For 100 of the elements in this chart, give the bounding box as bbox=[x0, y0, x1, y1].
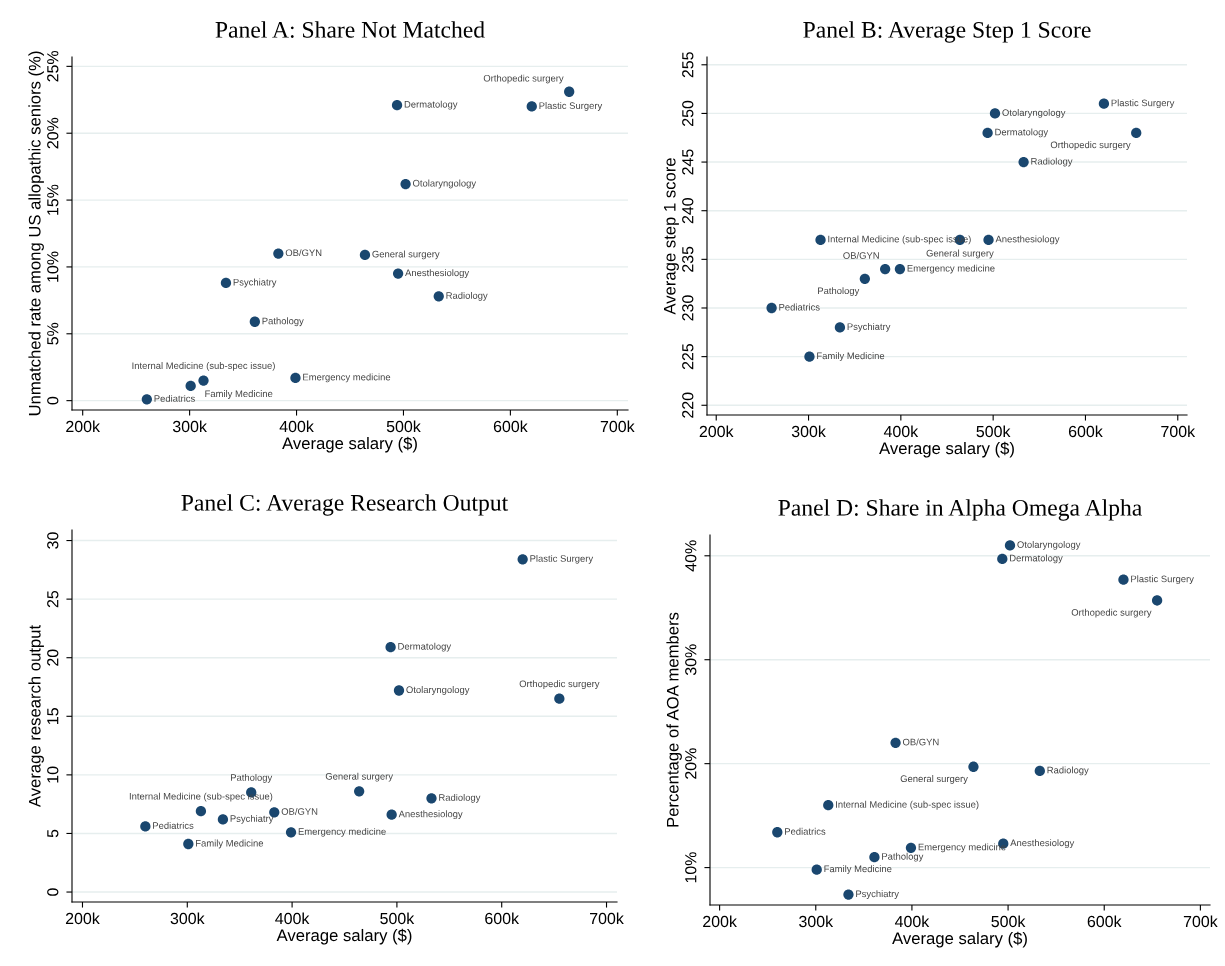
annotation: Orthopedic surgery bbox=[519, 680, 600, 689]
x-tick-label: 600k bbox=[493, 420, 528, 433]
annotation: Dermatology bbox=[398, 642, 452, 652]
x-tick-label: 300k bbox=[170, 912, 205, 925]
point bbox=[1118, 574, 1129, 585]
y-tick-label: 255 bbox=[682, 52, 694, 78]
point bbox=[880, 263, 891, 275]
y-tick-label: 220 bbox=[682, 392, 694, 418]
x-tick-label: 300k bbox=[172, 420, 207, 433]
y-tick-label: 5 bbox=[47, 829, 59, 838]
y-tick-label: 10% bbox=[47, 251, 59, 282]
x-tick-label: 300k bbox=[791, 425, 826, 438]
x-tick-label: 200k bbox=[65, 912, 100, 925]
x-tick-label: 400k bbox=[275, 912, 310, 925]
annotation: General surgery bbox=[325, 772, 394, 782]
point bbox=[766, 302, 777, 314]
chart-title: Panel C: Average Research Output bbox=[181, 494, 509, 516]
x-tick-label: 500k bbox=[386, 420, 421, 433]
point bbox=[392, 268, 404, 279]
annotation: Radiology bbox=[1047, 766, 1089, 776]
x-tick-label: 200k bbox=[703, 915, 737, 928]
point bbox=[894, 263, 906, 275]
annotation: Pediatrics bbox=[779, 303, 820, 311]
annotation: Plastic Surgery bbox=[1131, 575, 1194, 585]
point bbox=[1098, 98, 1110, 109]
point bbox=[554, 693, 565, 704]
point bbox=[385, 642, 396, 653]
point bbox=[815, 234, 826, 246]
annotation: Pediatrics bbox=[785, 827, 826, 835]
x-tick-label: 200k bbox=[699, 425, 734, 438]
chart-title: Panel D: Share in Alpha Omega Alpha bbox=[778, 499, 1142, 521]
annotation: Anesthesiology bbox=[405, 269, 470, 279]
annotation: Otolaryngology bbox=[1002, 109, 1066, 118]
point bbox=[526, 101, 537, 112]
x-tick-label: 600k bbox=[485, 912, 520, 925]
annotation: Emergency medicine bbox=[907, 264, 995, 274]
x-tick-label: 700k bbox=[590, 912, 624, 925]
point bbox=[273, 248, 284, 259]
annotation: Family Medicine bbox=[817, 352, 885, 362]
annotation: Family Medicine bbox=[824, 865, 892, 875]
point bbox=[195, 806, 207, 817]
point bbox=[359, 249, 371, 261]
annotation: Pathology bbox=[882, 852, 924, 862]
y-tick-label: 10 bbox=[47, 766, 59, 783]
annotation: General surgery bbox=[372, 250, 440, 260]
point bbox=[989, 108, 1001, 119]
annotation: Otolaryngology bbox=[406, 686, 470, 695]
point bbox=[354, 786, 365, 797]
annotation: Otolaryngology bbox=[1017, 540, 1081, 550]
point bbox=[1004, 540, 1016, 551]
point bbox=[905, 842, 917, 853]
point bbox=[890, 737, 901, 749]
x-tick-label: 400k bbox=[883, 425, 919, 438]
annotation: Pathology bbox=[818, 287, 860, 296]
point bbox=[198, 375, 209, 386]
point bbox=[983, 234, 994, 246]
annotation: Otolaryngology bbox=[412, 179, 477, 189]
point bbox=[823, 800, 834, 811]
annotation: Emergency medicine bbox=[303, 373, 391, 383]
point bbox=[391, 99, 403, 111]
point bbox=[859, 273, 870, 284]
annotation: Psychiatry bbox=[230, 815, 274, 824]
y-tick-label: 250 bbox=[682, 100, 694, 126]
annotation: Internal Medicine (sub-spec issue) bbox=[836, 800, 979, 810]
x-tick-label: 700k bbox=[1183, 915, 1218, 928]
point bbox=[968, 761, 979, 772]
point bbox=[140, 821, 151, 832]
point bbox=[220, 277, 232, 289]
point bbox=[386, 809, 397, 820]
annotation: Pathology bbox=[230, 773, 273, 783]
annotation: Plastic Surgery bbox=[539, 102, 603, 111]
point bbox=[1131, 127, 1142, 139]
annotation: General surgery bbox=[926, 249, 994, 259]
y-tick-label: 20% bbox=[685, 748, 697, 779]
annotation: OB/GYN bbox=[285, 249, 322, 257]
annotation: Radiology bbox=[1031, 157, 1073, 167]
point bbox=[141, 394, 152, 405]
point bbox=[433, 291, 444, 302]
x-tick-label: 500k bbox=[976, 425, 1011, 438]
y-tick-label: 5% bbox=[47, 322, 59, 345]
y-tick-label: 10% bbox=[685, 852, 697, 883]
point bbox=[393, 685, 405, 696]
y-tick-label: 15 bbox=[47, 708, 59, 724]
point bbox=[183, 838, 194, 850]
point bbox=[834, 322, 846, 333]
annotation: Radiology bbox=[446, 291, 488, 301]
y-axis-title: Percentage of AOA members bbox=[666, 612, 682, 827]
annotation: Psychiatry bbox=[233, 278, 277, 288]
y-tick-label: 230 bbox=[682, 295, 694, 321]
annotation: OB/GYN bbox=[281, 807, 318, 815]
annotation: Plastic Surgery bbox=[530, 554, 594, 564]
y-tick-label: 30% bbox=[685, 644, 697, 676]
point bbox=[1018, 156, 1029, 168]
x-axis-title: Average salary ($) bbox=[879, 441, 1014, 458]
annotation: Internal Medicine (sub-spec issue) bbox=[129, 792, 273, 802]
point bbox=[249, 316, 260, 327]
annotation: Internal Medicine (sub-spec issue) bbox=[132, 362, 275, 371]
y-tick-label: 235 bbox=[682, 246, 694, 272]
annotation: Family Medicine bbox=[205, 390, 273, 399]
x-tick-label: 700k bbox=[600, 420, 635, 433]
